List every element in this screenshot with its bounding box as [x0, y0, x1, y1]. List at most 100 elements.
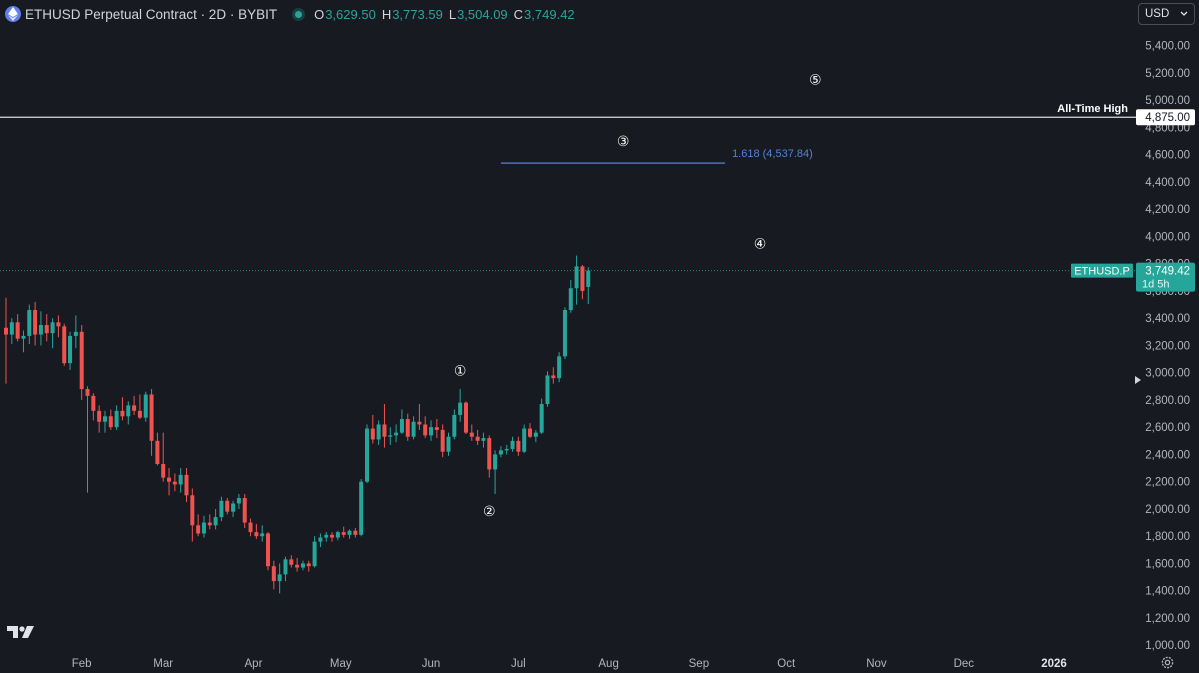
x-tick-label: Sep: [689, 658, 709, 670]
all-time-high-price-label: 4,875.00: [1145, 112, 1190, 124]
candle-body: [277, 574, 282, 582]
candle-body: [201, 522, 206, 534]
candle-body: [4, 327, 8, 335]
chevron-down-icon: [1180, 11, 1188, 16]
candle-body: [370, 428, 375, 440]
candle-body: [50, 322, 55, 334]
y-tick-label: 1,200.00: [1145, 613, 1190, 625]
candle-body: [452, 414, 457, 437]
candle-body: [574, 266, 579, 289]
y-tick-label: 2,800.00: [1145, 395, 1190, 407]
candle-body: [498, 450, 503, 455]
y-tick-label: 2,600.00: [1145, 422, 1190, 434]
candle-body: [231, 503, 236, 512]
y-tick-label: 1,400.00: [1145, 586, 1190, 598]
candle-body: [236, 498, 241, 504]
candle-body: [487, 438, 492, 470]
ohlc-open: O 3,629.50: [314, 6, 376, 22]
candle-body: [79, 331, 84, 390]
gear-icon[interactable]: [1160, 655, 1175, 670]
x-tick-label: Apr: [245, 658, 263, 670]
candle-body: [271, 566, 276, 582]
candle-body: [353, 530, 358, 535]
candle-body: [114, 410, 119, 428]
x-tick-label: Aug: [598, 658, 618, 670]
candle-body: [586, 270, 591, 287]
wave-label: ④: [754, 237, 767, 253]
candle-body: [417, 421, 422, 425]
candle-body: [289, 559, 294, 565]
x-tick-label: Nov: [866, 658, 887, 670]
candle-body: [469, 432, 474, 437]
wave-label: ①: [454, 363, 467, 379]
candle-body: [102, 416, 107, 422]
y-tick-label: 4,000.00: [1145, 231, 1190, 243]
candle-body: [306, 563, 311, 567]
market-open-icon: [295, 10, 303, 18]
candle-body: [91, 395, 96, 411]
candle-body: [516, 440, 521, 452]
symbol-tag: [1071, 263, 1133, 278]
candle-body: [126, 405, 131, 417]
candle-body: [458, 402, 463, 415]
candle-body: [120, 410, 125, 417]
x-tick-label: Jun: [422, 658, 441, 670]
candle-body: [330, 534, 335, 538]
candle-body: [161, 463, 166, 478]
candle-body: [137, 410, 142, 418]
y-tick-label: 1,600.00: [1145, 558, 1190, 570]
y-tick-label: 5,200.00: [1145, 68, 1190, 80]
candle-body: [522, 428, 527, 452]
candle-body: [283, 559, 288, 575]
wave-label: ③: [617, 134, 630, 150]
candle-body: [324, 534, 329, 538]
ohlc-close: C 3,749.42: [513, 6, 575, 22]
candle-body: [335, 532, 340, 538]
y-tick-label: 3,000.00: [1145, 368, 1190, 380]
candle-body: [533, 432, 538, 437]
candle-body: [21, 335, 26, 339]
candle-body: [108, 416, 113, 428]
candle-body: [528, 428, 533, 437]
candle-body: [405, 419, 410, 437]
x-tick-label: May: [330, 658, 352, 670]
all-time-high-price-tag: [1136, 109, 1195, 126]
currency-select[interactable]: USD: [1138, 3, 1195, 25]
candle-body: [68, 335, 73, 364]
candle-body: [364, 428, 369, 482]
x-tick-label: Jul: [511, 658, 526, 670]
ohlc-values: O 3,629.50 H 3,773.59 L 3,504.09 C 3,749.42: [314, 7, 575, 22]
x-tick-label: Dec: [954, 658, 975, 670]
candle-body: [225, 500, 230, 512]
last-price-label: 3,749.42: [1145, 266, 1190, 278]
x-tick-label: Oct: [777, 658, 796, 670]
candle-body: [62, 326, 67, 364]
currency-label: USD: [1145, 8, 1170, 20]
y-tick-label: 3,400.00: [1145, 313, 1190, 325]
symbol-title[interactable]: ETHUSD Perpetual Contract · 2D · BYBIT: [25, 6, 278, 22]
tradingview-logo-icon[interactable]: [7, 624, 35, 640]
candle-body: [213, 517, 218, 526]
y-tick-label: 2,200.00: [1145, 477, 1190, 489]
candle-body: [300, 563, 305, 568]
candle-body: [504, 448, 509, 451]
y-tick-label: 5,000.00: [1145, 95, 1190, 107]
candle-body: [312, 541, 317, 567]
candle-body: [97, 410, 102, 422]
y-tick-label: 3,200.00: [1145, 340, 1190, 352]
candle-body: [551, 375, 556, 379]
candle-body: [295, 564, 300, 568]
candle-body: [149, 394, 154, 441]
symbol-tag-label: ETHUSD.P: [1074, 266, 1130, 278]
candle-body: [178, 474, 183, 485]
candle-body: [423, 424, 428, 436]
candle-body: [580, 266, 585, 291]
candle-body: [446, 436, 451, 452]
candle-body: [568, 288, 573, 311]
x-tick-label: Feb: [72, 658, 92, 670]
candle-body: [463, 402, 468, 433]
candle-body: [493, 454, 498, 470]
candle-body: [562, 310, 567, 357]
candle-body: [399, 419, 404, 433]
